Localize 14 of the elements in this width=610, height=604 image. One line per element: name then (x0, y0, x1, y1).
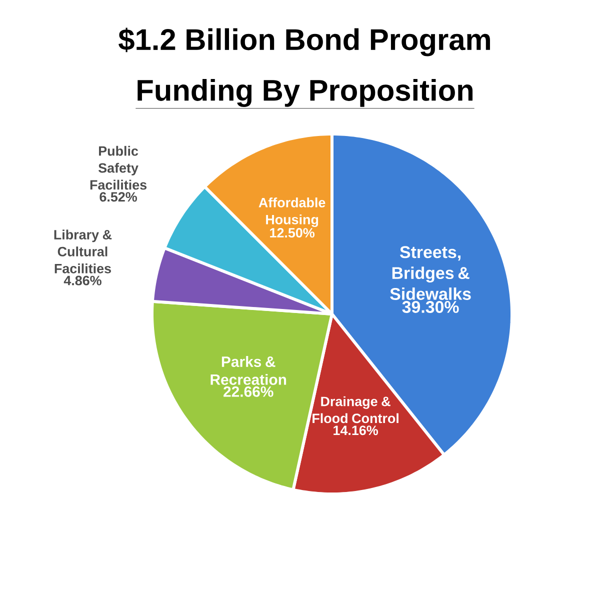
chart-title: $1.2 Billion Bond Program (118, 28, 490, 56)
slice-label: Affordable Housing (258, 198, 326, 228)
data-label: 22.66% (224, 386, 274, 397)
data-label: 39.30% (402, 300, 459, 313)
chart-subtitle: Funding By Proposition (138, 79, 473, 107)
slice-label: Library & Cultural Facilities (54, 230, 112, 274)
slice-label: Parks & Recreation (210, 356, 286, 385)
slice-label: Public Safety Facilities (90, 146, 147, 190)
slice-label: Streets, Bridges & Sidewalks (390, 246, 471, 300)
data-label: 4.86% (64, 276, 102, 286)
data-label: 14.16% (334, 426, 378, 436)
data-label: 6.52% (100, 192, 137, 202)
data-label: 12.50% (270, 228, 315, 238)
slice-label: Drainage & Flood Control (312, 396, 398, 424)
